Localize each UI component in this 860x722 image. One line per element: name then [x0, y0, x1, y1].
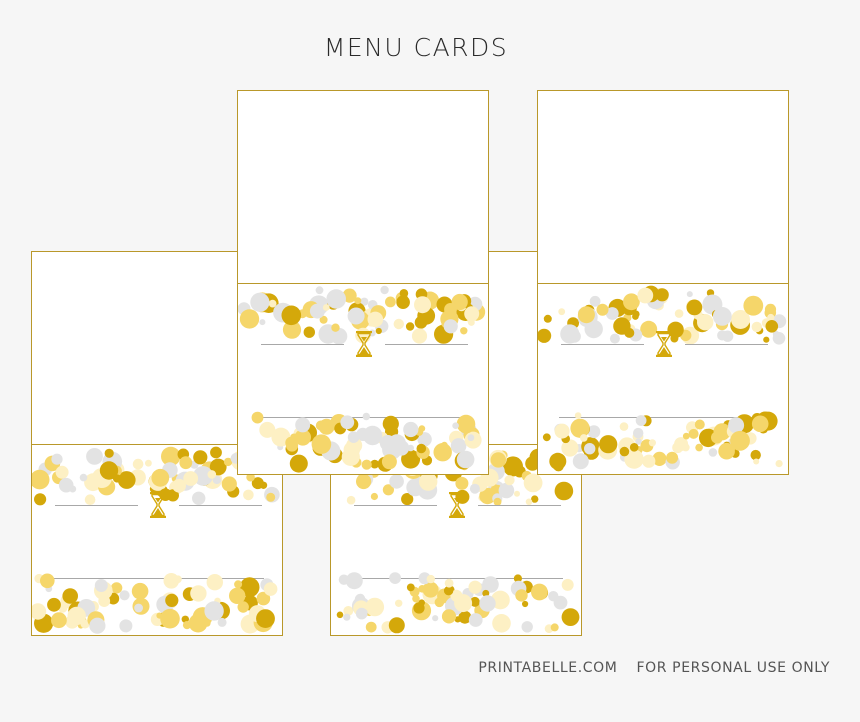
- divider-left: [261, 344, 344, 345]
- divider-right: [685, 344, 768, 345]
- divider-right: [385, 344, 468, 345]
- hourglass-icon: [656, 331, 672, 357]
- confetti-dots-bottom: [251, 411, 482, 473]
- menu-card-top-middle: [237, 90, 489, 475]
- confetti-dots-top: [538, 285, 787, 345]
- divider-left: [561, 344, 644, 345]
- hourglass-icon: [449, 492, 465, 518]
- confetti-dots-bottom: [336, 572, 580, 634]
- menu-card-top-right: [537, 90, 789, 475]
- footer: PRINTABELLE.COM FOR PERSONAL USE ONLY: [478, 660, 830, 676]
- divider-bottom: [559, 417, 770, 418]
- fold-line: [238, 283, 488, 284]
- site-credit: PRINTABELLE.COM: [478, 660, 618, 676]
- divider-right: [179, 505, 262, 506]
- divider-bottom: [352, 578, 563, 579]
- fold-line: [538, 283, 788, 284]
- divider-left: [354, 505, 437, 506]
- fold-line: [32, 444, 282, 445]
- confetti-dots-top: [238, 285, 486, 345]
- hourglass-icon: [356, 331, 372, 357]
- page-title: MENU CARDS: [323, 33, 509, 62]
- divider-left: [55, 505, 138, 506]
- license-note: FOR PERSONAL USE ONLY: [636, 660, 830, 676]
- divider-right: [478, 505, 561, 506]
- confetti-dots-bottom: [32, 573, 278, 634]
- confetti-dots-bottom: [542, 411, 783, 472]
- hourglass-icon: [150, 492, 166, 518]
- divider-bottom: [53, 578, 264, 579]
